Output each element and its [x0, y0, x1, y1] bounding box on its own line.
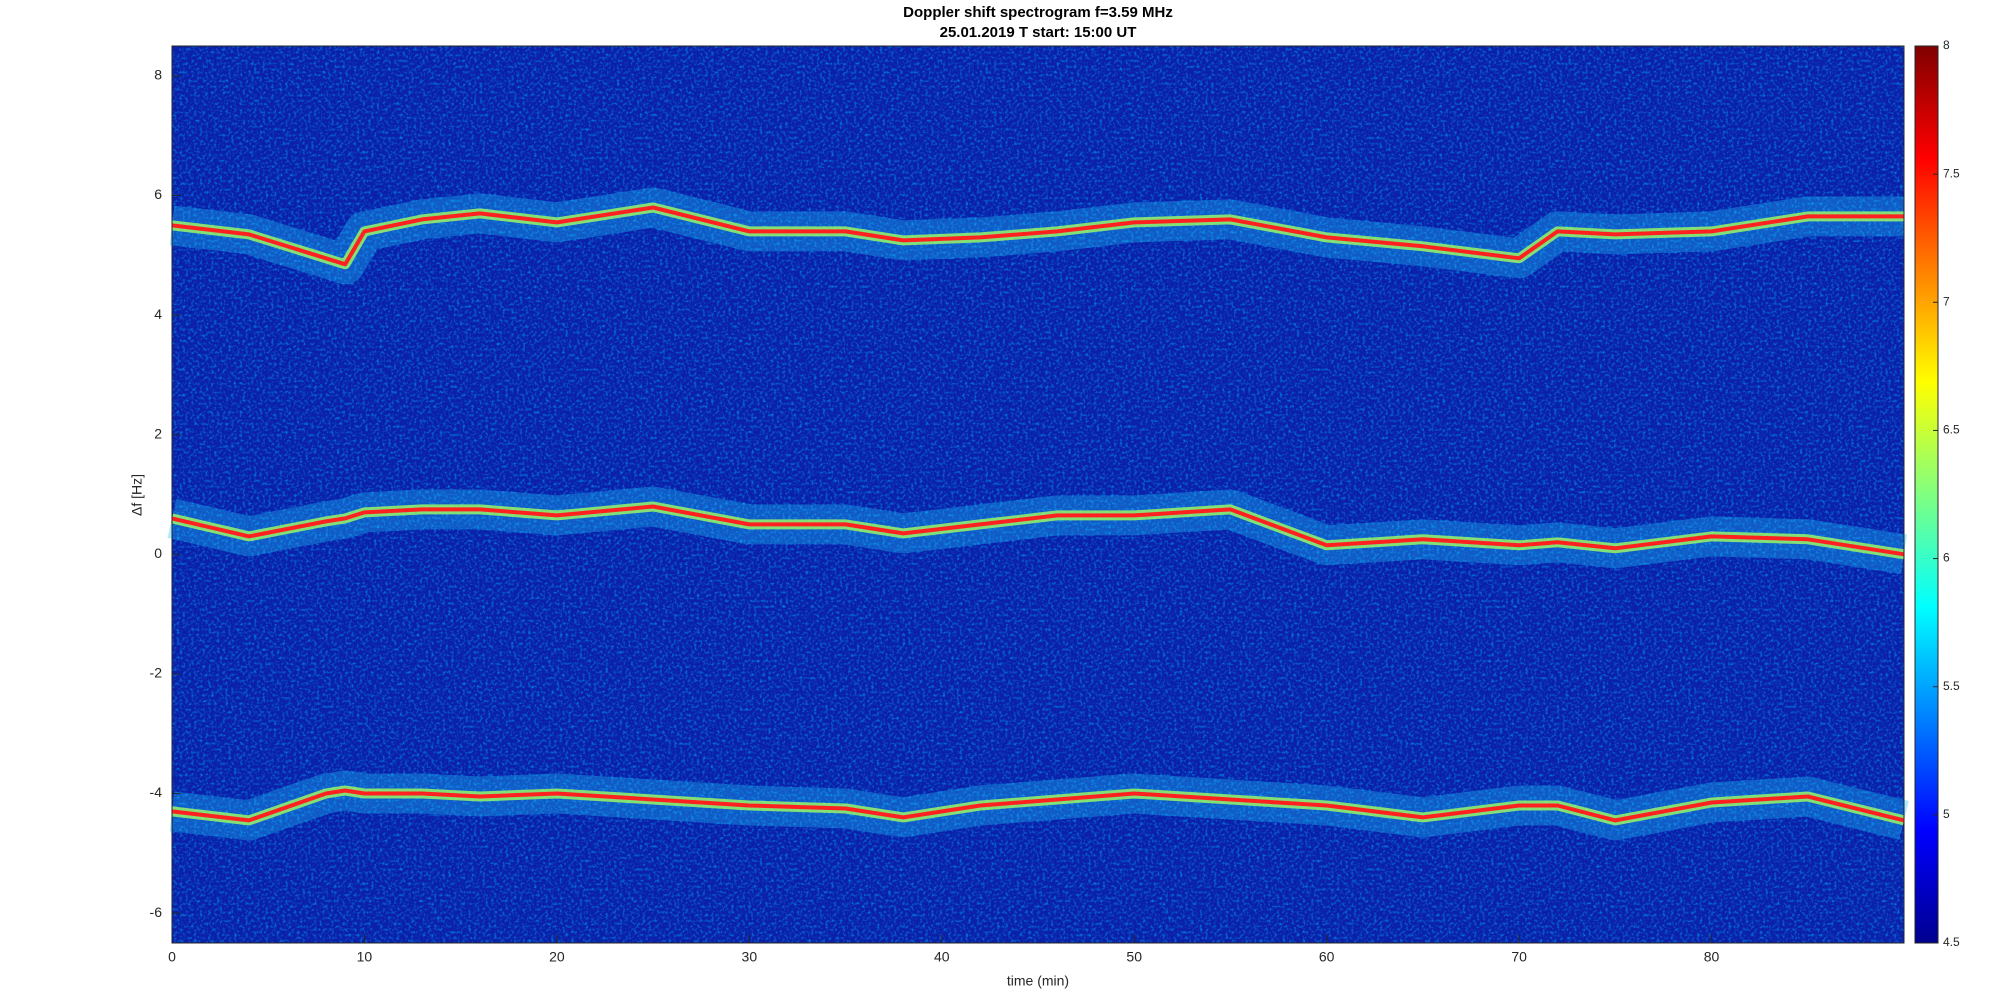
colorbar-tick-label: 5: [1943, 807, 1950, 821]
x-tick-label: 40: [934, 949, 950, 965]
colorbar-tick-label: 8: [1943, 38, 1950, 52]
y-tick-label: -6: [150, 904, 163, 920]
y-tick-label: -2: [150, 665, 163, 681]
x-tick-label: 50: [1126, 949, 1142, 965]
y-tick-label: 8: [154, 67, 162, 83]
chart-subtitle: 25.01.2019 T start: 15:00 UT: [940, 24, 1137, 41]
colorbar-tick-label: 4.5: [1943, 935, 1960, 949]
colorbar-tick-label: 7: [1943, 294, 1950, 308]
y-tick-label: 2: [154, 425, 162, 441]
y-tick-label: 0: [154, 545, 162, 561]
y-tick-label: -4: [150, 784, 163, 800]
x-tick-label: 10: [357, 949, 373, 965]
x-tick-label: 70: [1511, 949, 1527, 965]
plot-frame: [171, 45, 1905, 944]
trace-line: [171, 504, 1905, 557]
y-axis-label: Δf [Hz]: [129, 474, 145, 516]
x-axis-label: time (min): [1007, 973, 1069, 989]
x-tick-label: 30: [742, 949, 758, 965]
y-tick-label: 6: [154, 186, 162, 202]
colorbar-tick-label: 6: [1943, 551, 1950, 565]
colorbar-tick-label: 7.5: [1943, 166, 1960, 180]
x-tick-label: 60: [1319, 949, 1335, 965]
colorbar-tick-label: 5.5: [1943, 679, 1960, 693]
trace-line: [171, 205, 1904, 267]
x-tick-label: 20: [549, 949, 565, 965]
x-tick-label: 80: [1704, 949, 1720, 965]
y-tick-label: 4: [154, 306, 162, 322]
chart-title: Doppler shift spectrogram f=3.59 MHz: [903, 4, 1173, 21]
trace-line: [171, 788, 1905, 823]
colorbar-tick-label: 6.5: [1943, 423, 1960, 437]
colorbar: [1914, 45, 1939, 944]
x-tick-label: 0: [168, 949, 176, 965]
